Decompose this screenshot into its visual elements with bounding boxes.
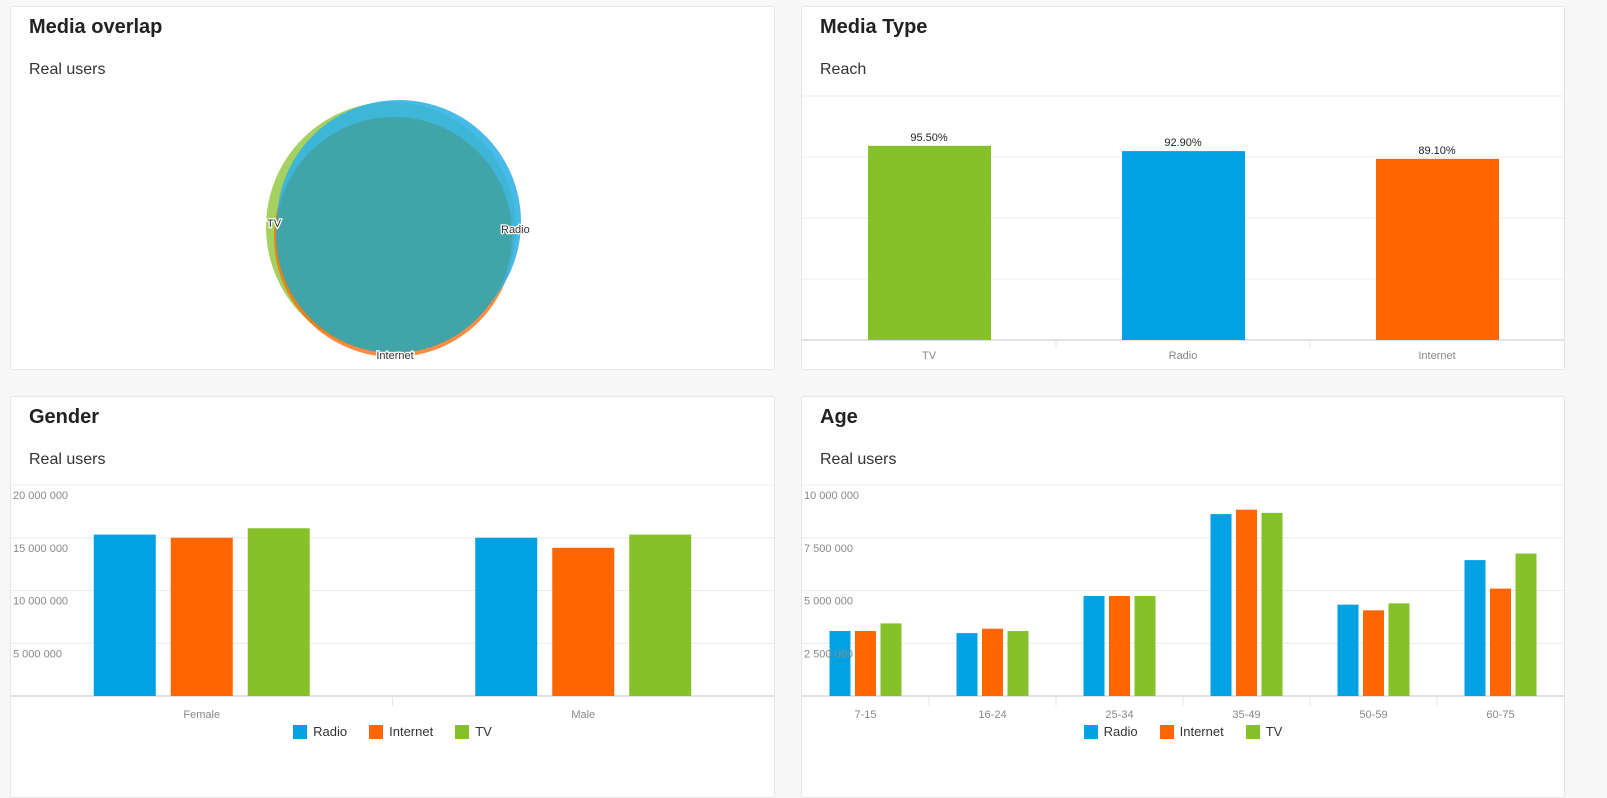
x-tick-label: Female bbox=[183, 709, 220, 721]
legend-swatch bbox=[293, 724, 308, 739]
media-overlap-card: Media overlap Real users TV Radio Internet bbox=[10, 6, 775, 370]
bar-tv bbox=[868, 145, 991, 340]
data-label: 89.10% bbox=[1418, 145, 1456, 157]
x-tick-label: 7-15 bbox=[854, 709, 876, 721]
x-tick-label: 35-49 bbox=[1232, 709, 1260, 721]
panel-title: Age bbox=[820, 406, 858, 428]
bar-radio-16-24 bbox=[956, 633, 978, 696]
venn-intersection bbox=[276, 117, 512, 353]
legend-label: TV bbox=[475, 724, 492, 739]
y-tick-label: 15 000 000 bbox=[13, 543, 68, 555]
venn-label-tv: TV bbox=[267, 218, 282, 230]
bar-tv-7-15 bbox=[880, 623, 902, 696]
legend-swatch bbox=[1083, 724, 1098, 739]
bar-radio bbox=[1122, 151, 1245, 340]
bar-internet-16-24 bbox=[982, 628, 1003, 696]
bar-internet-female bbox=[170, 537, 233, 696]
legend-label: Internet bbox=[389, 724, 434, 739]
y-tick-label: 10 000 000 bbox=[804, 490, 859, 502]
bar-tv-35-49 bbox=[1261, 512, 1283, 696]
panel-subtitle: Real users bbox=[820, 451, 897, 468]
y-tick-label: 20 000 000 bbox=[13, 490, 68, 502]
x-tick-label: TV bbox=[922, 350, 937, 362]
data-label: 95.50% bbox=[910, 132, 948, 144]
x-tick-label: 16-24 bbox=[978, 709, 1006, 721]
legend-label: Internet bbox=[1179, 724, 1224, 739]
y-tick-label: 2 500 000 bbox=[804, 648, 853, 660]
panel-title: Media Type bbox=[820, 16, 928, 38]
legend-item-internet[interactable]: Internet bbox=[1159, 724, 1224, 739]
x-tick-label: 25-34 bbox=[1105, 709, 1133, 721]
x-tick-label: Radio bbox=[1169, 350, 1198, 362]
legend-label: Radio bbox=[313, 724, 348, 739]
bar-tv-16-24 bbox=[1007, 631, 1029, 696]
media-type-bar-chart: 95.50% TV 92.90% Radio 89.10% Internet bbox=[802, 95, 1564, 362]
venn-diagram: TV Radio Internet bbox=[266, 100, 531, 363]
panel-title: Media overlap bbox=[29, 16, 163, 38]
bar-internet-35-49 bbox=[1236, 509, 1257, 696]
legend-label: Radio bbox=[1103, 724, 1138, 739]
y-tick-label: 10 000 000 bbox=[13, 596, 68, 608]
legend-item-radio[interactable]: Radio bbox=[293, 724, 347, 739]
bar-internet-male bbox=[552, 547, 615, 696]
legend-item-radio[interactable]: Radio bbox=[1083, 724, 1138, 739]
gender-card: Gender Real users Female Male 5 000 000 10 … bbox=[10, 396, 775, 798]
legend-swatch bbox=[369, 724, 384, 739]
gender-bar-chart: Female Male 5 000 000 10 000 000 15 000 000 2… bbox=[11, 484, 774, 721]
bar-tv-male bbox=[629, 534, 692, 696]
bar-tv-female bbox=[247, 528, 310, 696]
bar-tv-25-34 bbox=[1134, 595, 1156, 696]
panel-subtitle: Reach bbox=[820, 61, 867, 78]
chart-legend: Radio Internet TV bbox=[802, 724, 1564, 739]
x-tick-label: Internet bbox=[1418, 350, 1455, 362]
bar-radio-35-49 bbox=[1210, 514, 1232, 696]
legend-item-internet[interactable]: Internet bbox=[369, 724, 433, 739]
bar-radio-male bbox=[475, 537, 538, 696]
age-bar-chart: 7-15 16-24 25-34 35-49 50-59 60-75 2 500 000 5 … bbox=[802, 484, 1564, 721]
legend-swatch bbox=[1245, 724, 1260, 739]
bar-radio-7-15 bbox=[829, 631, 851, 696]
bar-radio-50-59 bbox=[1337, 604, 1359, 696]
bar-internet-25-34 bbox=[1109, 595, 1130, 696]
legend-item-tv[interactable]: TV bbox=[1245, 724, 1283, 739]
bar-internet-50-59 bbox=[1363, 610, 1384, 696]
y-tick-label: 7 500 000 bbox=[804, 543, 853, 555]
bar-internet-60-75 bbox=[1490, 588, 1511, 696]
panel-subtitle: Real users bbox=[29, 451, 106, 468]
legend-label: TV bbox=[1265, 724, 1283, 739]
bar-radio-60-75 bbox=[1464, 560, 1486, 696]
x-tick-label: Male bbox=[571, 709, 595, 721]
data-label: 92.90% bbox=[1164, 137, 1202, 149]
legend-swatch bbox=[1159, 724, 1174, 739]
chart-legend: Radio Internet TV bbox=[11, 724, 774, 739]
media-type-card: Media Type Reach 95.50% TV 92.90% Radio 89.1… bbox=[801, 6, 1565, 370]
bar-radio-female bbox=[93, 534, 156, 696]
bar-tv-50-59 bbox=[1388, 603, 1410, 696]
y-tick-label: 5 000 000 bbox=[804, 596, 853, 608]
y-tick-label: 5 000 000 bbox=[13, 648, 62, 660]
bar-internet-7-15 bbox=[855, 631, 876, 696]
x-tick-label: 50-59 bbox=[1359, 709, 1387, 721]
venn-label-radio: Radio bbox=[501, 224, 530, 236]
age-card: Age Real users 7-15 16-24 25-34 35-49 50-59 6… bbox=[801, 396, 1565, 798]
panel-subtitle: Real users bbox=[29, 61, 106, 78]
legend-swatch bbox=[455, 724, 470, 739]
bar-radio-25-34 bbox=[1083, 595, 1105, 696]
panel-title: Gender bbox=[29, 406, 100, 428]
bar-internet bbox=[1376, 158, 1499, 340]
x-tick-label: 60-75 bbox=[1486, 709, 1514, 721]
venn-label-internet: Internet bbox=[376, 350, 413, 362]
legend-item-tv[interactable]: TV bbox=[455, 724, 492, 739]
bar-tv-60-75 bbox=[1515, 553, 1537, 696]
